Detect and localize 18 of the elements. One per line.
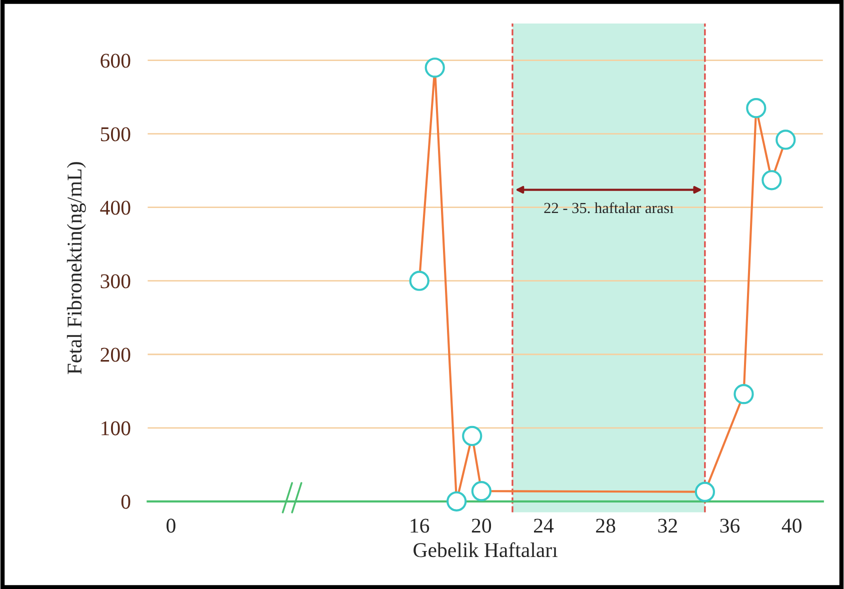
x-tick-label: 32 (658, 518, 677, 533)
y-tick-label: 200 (100, 348, 130, 362)
x-tick-label: 40 (782, 518, 802, 533)
y-axis-title: Fetal Fibronektin(ng/mL) (66, 162, 86, 374)
x-tick-label: 28 (596, 518, 616, 533)
x-tick-label: 20 (472, 518, 492, 533)
y-tick-label: 300 (100, 274, 130, 288)
y-tick-label: 0 (121, 494, 130, 509)
x-tick-label: 16 (410, 518, 430, 533)
x-tick-label: 36 (720, 518, 740, 533)
y-tick-label: 600 (100, 54, 130, 68)
y-tick-label: 400 (100, 200, 130, 215)
annotation: 22 - 35. haftalar arası (544, 202, 674, 214)
y-tick-label: 100 (102, 421, 130, 436)
x-axis-title: Gebelik Haftaları (414, 542, 558, 558)
x-tick-label: 24 (534, 518, 554, 533)
y-tick-label: 500 (100, 127, 130, 142)
x-tick-label: 0 (166, 518, 176, 533)
